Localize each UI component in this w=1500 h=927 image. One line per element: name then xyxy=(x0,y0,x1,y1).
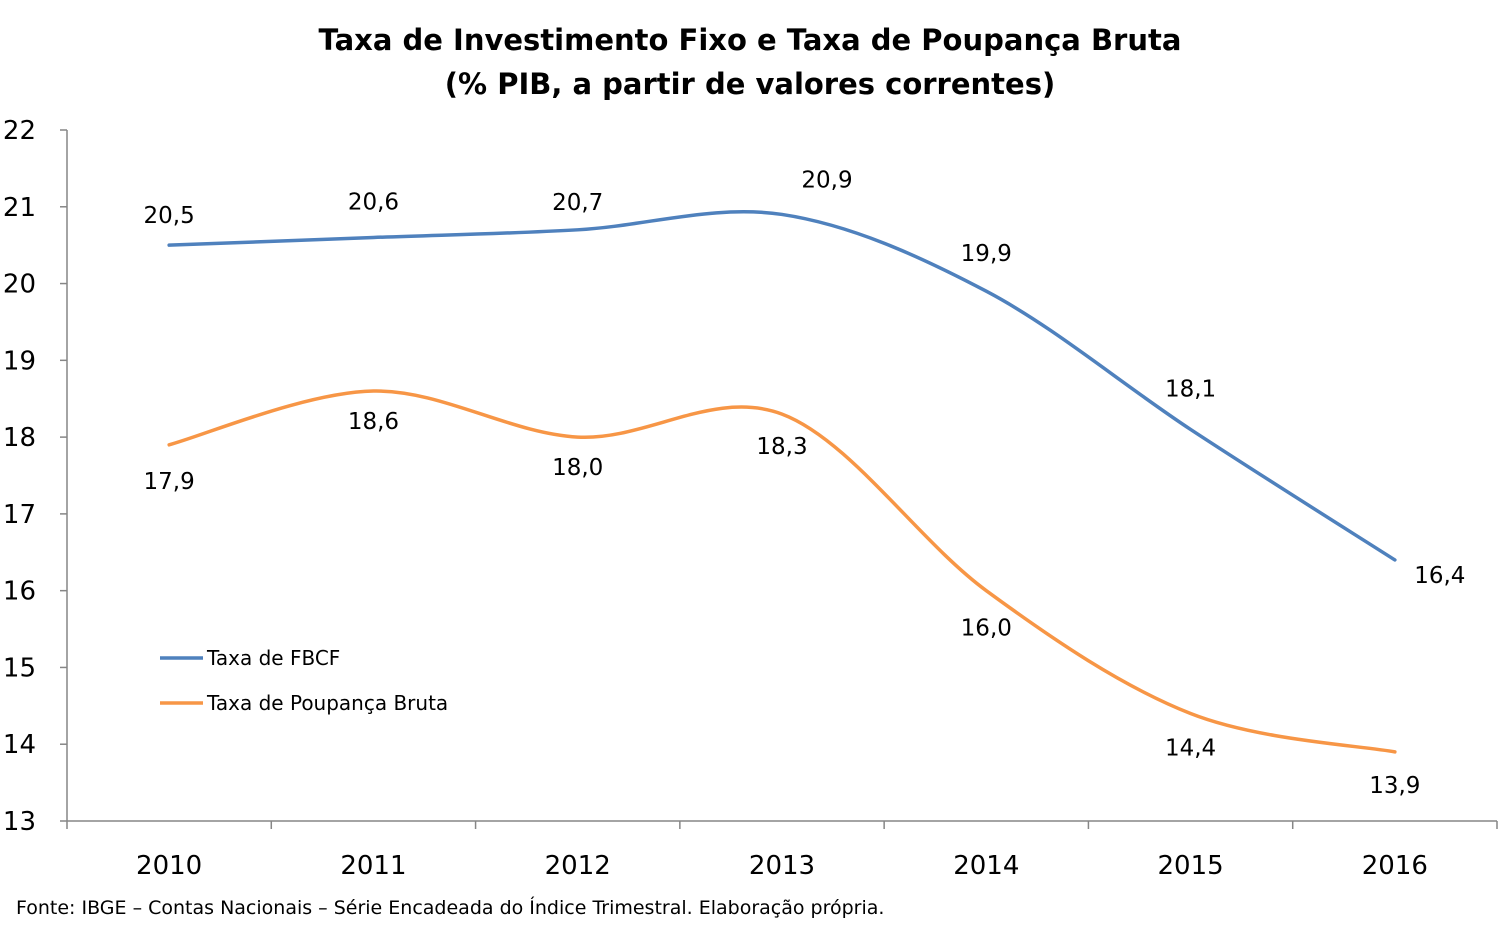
data-label: 20,9 xyxy=(801,167,852,193)
data-label: 18,0 xyxy=(552,455,603,481)
data-label: 18,3 xyxy=(756,434,807,460)
x-tick-label: 2013 xyxy=(749,851,815,881)
legend-label: Taxa de Poupança Bruta xyxy=(206,691,448,715)
chart-title: Taxa de Investimento Fixo e Taxa de Poup… xyxy=(0,18,1500,106)
chart-subtitle-line: (% PIB, a partir de valores correntes) xyxy=(444,67,1056,101)
data-label: 16,0 xyxy=(961,616,1012,642)
x-tick-label: 2015 xyxy=(1157,851,1223,881)
data-label: 14,4 xyxy=(1165,736,1216,762)
y-tick-label: 21 xyxy=(3,193,36,223)
y-tick-label: 22 xyxy=(3,116,36,146)
x-axis-ticks: 2010 2011 2012 2013 2014 2015 2016 xyxy=(66,821,1498,881)
data-label: 20,6 xyxy=(348,189,399,215)
data-label: 16,4 xyxy=(1414,563,1465,589)
chart-axes xyxy=(66,130,1497,822)
data-label: 18,1 xyxy=(1165,376,1216,402)
data-labels: 20,5 20,6 20,7 20,9 19,9 18,1 16,4 17,9 18,6 18,0… xyxy=(144,167,1466,798)
y-tick-label: 13 xyxy=(3,807,36,837)
y-tick-label: 15 xyxy=(3,653,36,683)
legend: Taxa de FBCF Taxa de Poupança Bruta xyxy=(160,646,448,715)
source-note: Fonte: IBGE – Contas Nacionais – Série E… xyxy=(16,897,885,919)
y-tick-label: 18 xyxy=(3,423,36,453)
y-tick-label: 14 xyxy=(3,730,36,760)
y-tick-label: 16 xyxy=(3,577,36,607)
data-label: 13,9 xyxy=(1369,773,1420,799)
x-tick-label: 2010 xyxy=(136,851,202,881)
x-tick-label: 2016 xyxy=(1362,851,1428,881)
x-tick-label: 2014 xyxy=(953,851,1019,881)
y-axis-ticks: 22 21 20 19 18 17 16 15 14 13 xyxy=(3,116,67,837)
y-tick-label: 17 xyxy=(3,500,36,530)
chart-title-line: Taxa de Investimento Fixo e Taxa de Poup… xyxy=(318,23,1182,57)
x-tick-label: 2012 xyxy=(545,851,611,881)
data-label: 17,9 xyxy=(144,469,195,495)
legend-label: Taxa de FBCF xyxy=(206,646,340,670)
y-tick-label: 20 xyxy=(3,270,36,300)
series-line-2 xyxy=(167,389,1397,754)
y-tick-label: 19 xyxy=(3,346,36,376)
x-tick-label: 2011 xyxy=(340,851,406,881)
data-label: 20,7 xyxy=(552,190,603,216)
series-line-1 xyxy=(167,210,1397,562)
data-label: 20,5 xyxy=(144,203,195,229)
series-lines xyxy=(167,210,1397,754)
data-label: 18,6 xyxy=(348,409,399,435)
data-label: 19,9 xyxy=(961,241,1012,267)
